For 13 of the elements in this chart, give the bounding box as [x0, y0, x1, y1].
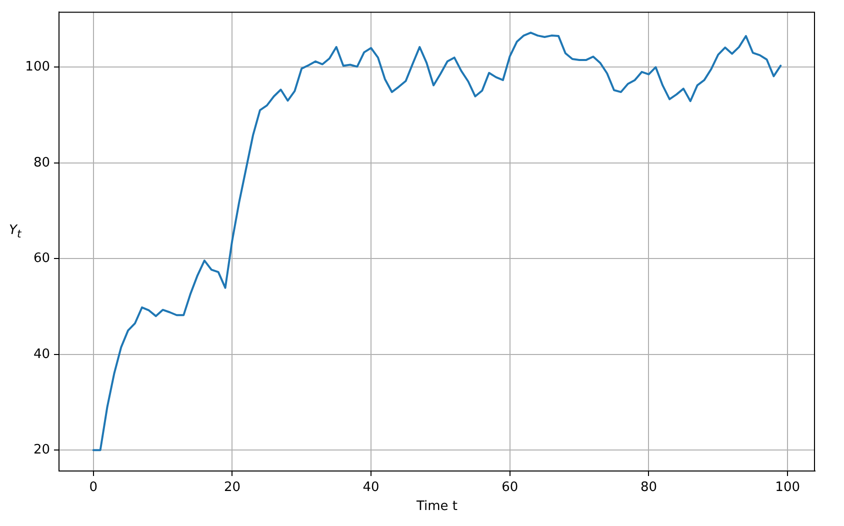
x-tick-label: 100: [775, 480, 800, 496]
x-tick-label: 0: [89, 480, 98, 496]
x-tick-label: 40: [362, 480, 380, 496]
x-tick-label: 60: [502, 480, 518, 496]
y-tick-label: 20: [33, 442, 50, 458]
x-axis-title: Time t: [415, 499, 459, 514]
x-tick-label: 80: [640, 480, 658, 496]
y-tick-label: 40: [33, 346, 50, 362]
y-tick-label: 80: [33, 155, 50, 170]
y-tick-label: 100: [25, 60, 50, 75]
y-tick-label: 60: [33, 251, 50, 266]
y-axis-title: Y$_{t}$: [9, 223, 22, 241]
x-tick-label: 20: [224, 480, 240, 496]
